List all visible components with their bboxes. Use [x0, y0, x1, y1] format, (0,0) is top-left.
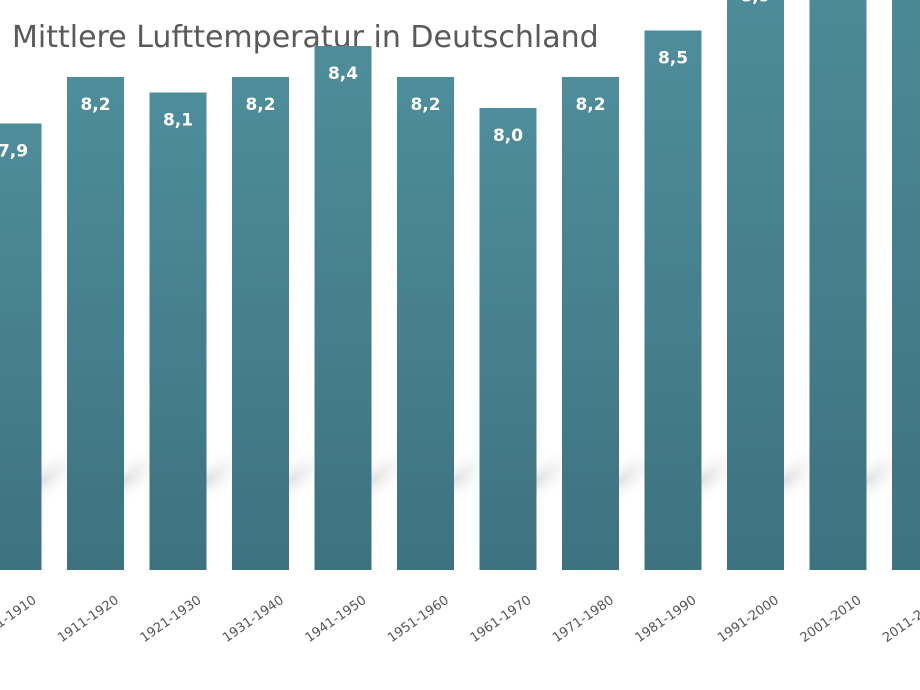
bars-layer: [0, 0, 920, 570]
bar: [67, 77, 124, 570]
bar: [727, 0, 784, 570]
bar: [892, 0, 920, 570]
bar: [0, 123, 42, 570]
bar: [397, 77, 454, 570]
chart-title: Mittlere Lufttemperatur in Deutschland: [12, 20, 599, 55]
bar: [149, 92, 207, 570]
x-tick-label: 1921-1930: [138, 593, 205, 646]
bar: [479, 108, 537, 570]
bar: [314, 46, 372, 570]
data-label: 7,9: [0, 142, 28, 162]
bar: [809, 0, 867, 570]
x-tick-label: 1961-1970: [468, 593, 535, 646]
x-tick-label: 2011-2017: [880, 593, 920, 646]
value-labels-layer: 7,98,28,18,28,48,28,08,28,58,99,29,4: [0, 0, 771, 162]
x-tick-label: 1991-2000: [715, 593, 782, 646]
x-tick-label: 1971-1980: [550, 593, 617, 646]
bar: [232, 77, 289, 570]
data-label: 8,5: [658, 49, 688, 69]
data-label: 8,2: [410, 95, 440, 115]
data-label: 8,1: [163, 111, 193, 131]
bar: [562, 77, 619, 570]
x-axis-ticks: 1901-1910 1911-1920 1921-1930 1931-1940 1941…: [0, 593, 920, 646]
bar: [644, 30, 702, 570]
data-label: 8,0: [493, 126, 523, 146]
x-tick-label: 1931-1940: [220, 593, 287, 646]
x-tick-label: 1951-1960: [385, 593, 452, 646]
x-tick-label: 1981-1990: [633, 593, 700, 646]
data-label: 8,4: [328, 64, 358, 84]
x-tick-label: 1901-1910: [0, 593, 39, 646]
data-label: 8,9: [740, 0, 770, 7]
data-label: 8,2: [575, 95, 605, 115]
x-tick-label: 1911-1920: [55, 593, 122, 646]
x-tick-label: 1941-1950: [303, 593, 370, 646]
data-label: 8,2: [80, 95, 110, 115]
x-tick-label: 2001-2010: [798, 593, 865, 646]
data-label: 8,2: [245, 95, 275, 115]
